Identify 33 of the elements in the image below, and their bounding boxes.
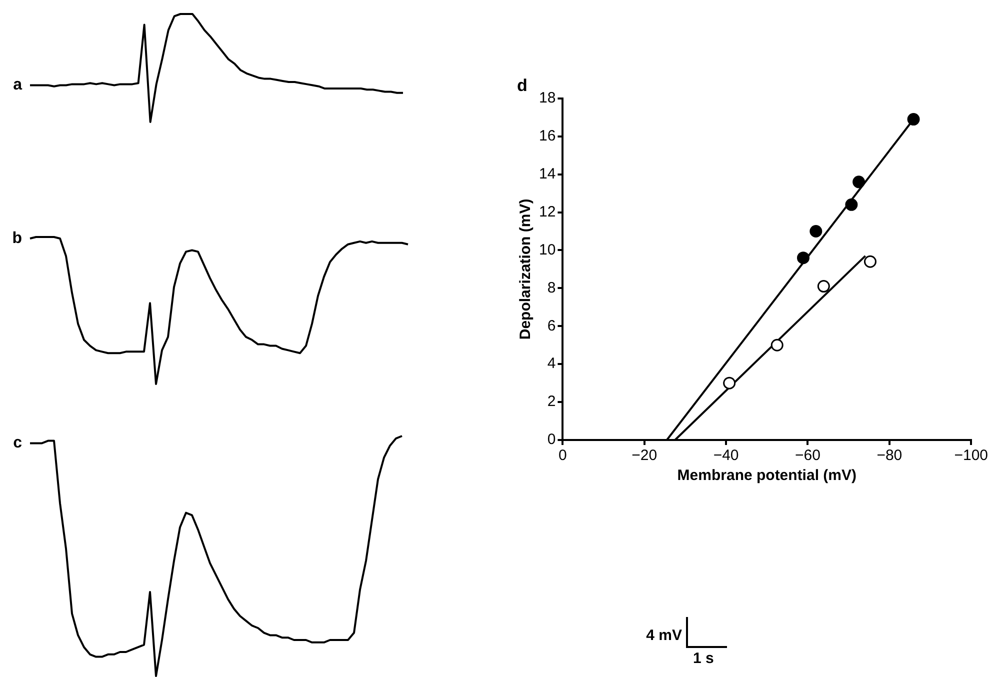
point xyxy=(845,198,858,211)
y-tick-label: 6 xyxy=(547,317,556,334)
point xyxy=(852,176,866,188)
x-axis-title: Membrane potential (mV) xyxy=(677,467,856,484)
x-tick-label: 0 xyxy=(558,447,567,464)
y-tick-label: 4 xyxy=(547,355,556,372)
text: 4 mV xyxy=(646,627,682,644)
point xyxy=(907,113,920,126)
y-tick-label: 14 xyxy=(538,165,556,182)
x-tick-label: −100 xyxy=(954,447,988,464)
point xyxy=(796,252,810,264)
point xyxy=(723,376,736,390)
y-tick-label: 16 xyxy=(538,127,556,144)
point xyxy=(864,255,876,268)
chart-title: c xyxy=(13,434,22,452)
point xyxy=(770,338,784,352)
y-axis-title: Depolarization (mV) xyxy=(517,198,534,340)
y-tick-label: 2 xyxy=(547,393,556,410)
text: a xyxy=(13,76,22,94)
chart-title: b xyxy=(12,230,22,247)
x-tick-label: −80 xyxy=(876,447,902,464)
y-tick-label: 18 xyxy=(538,90,556,107)
chart-title: d xyxy=(517,76,528,95)
y-tick-label: 10 xyxy=(538,241,556,258)
x-tick-label: −40 xyxy=(713,447,739,464)
y-tick-label: 12 xyxy=(538,203,556,220)
y-tick-label: 0 xyxy=(547,431,556,448)
point xyxy=(817,280,830,293)
point xyxy=(810,224,822,238)
x-tick-label: −20 xyxy=(632,447,658,464)
y-tick-label: 8 xyxy=(547,279,556,296)
text: 1 s xyxy=(693,650,714,667)
x-tick-label: −60 xyxy=(795,447,820,464)
